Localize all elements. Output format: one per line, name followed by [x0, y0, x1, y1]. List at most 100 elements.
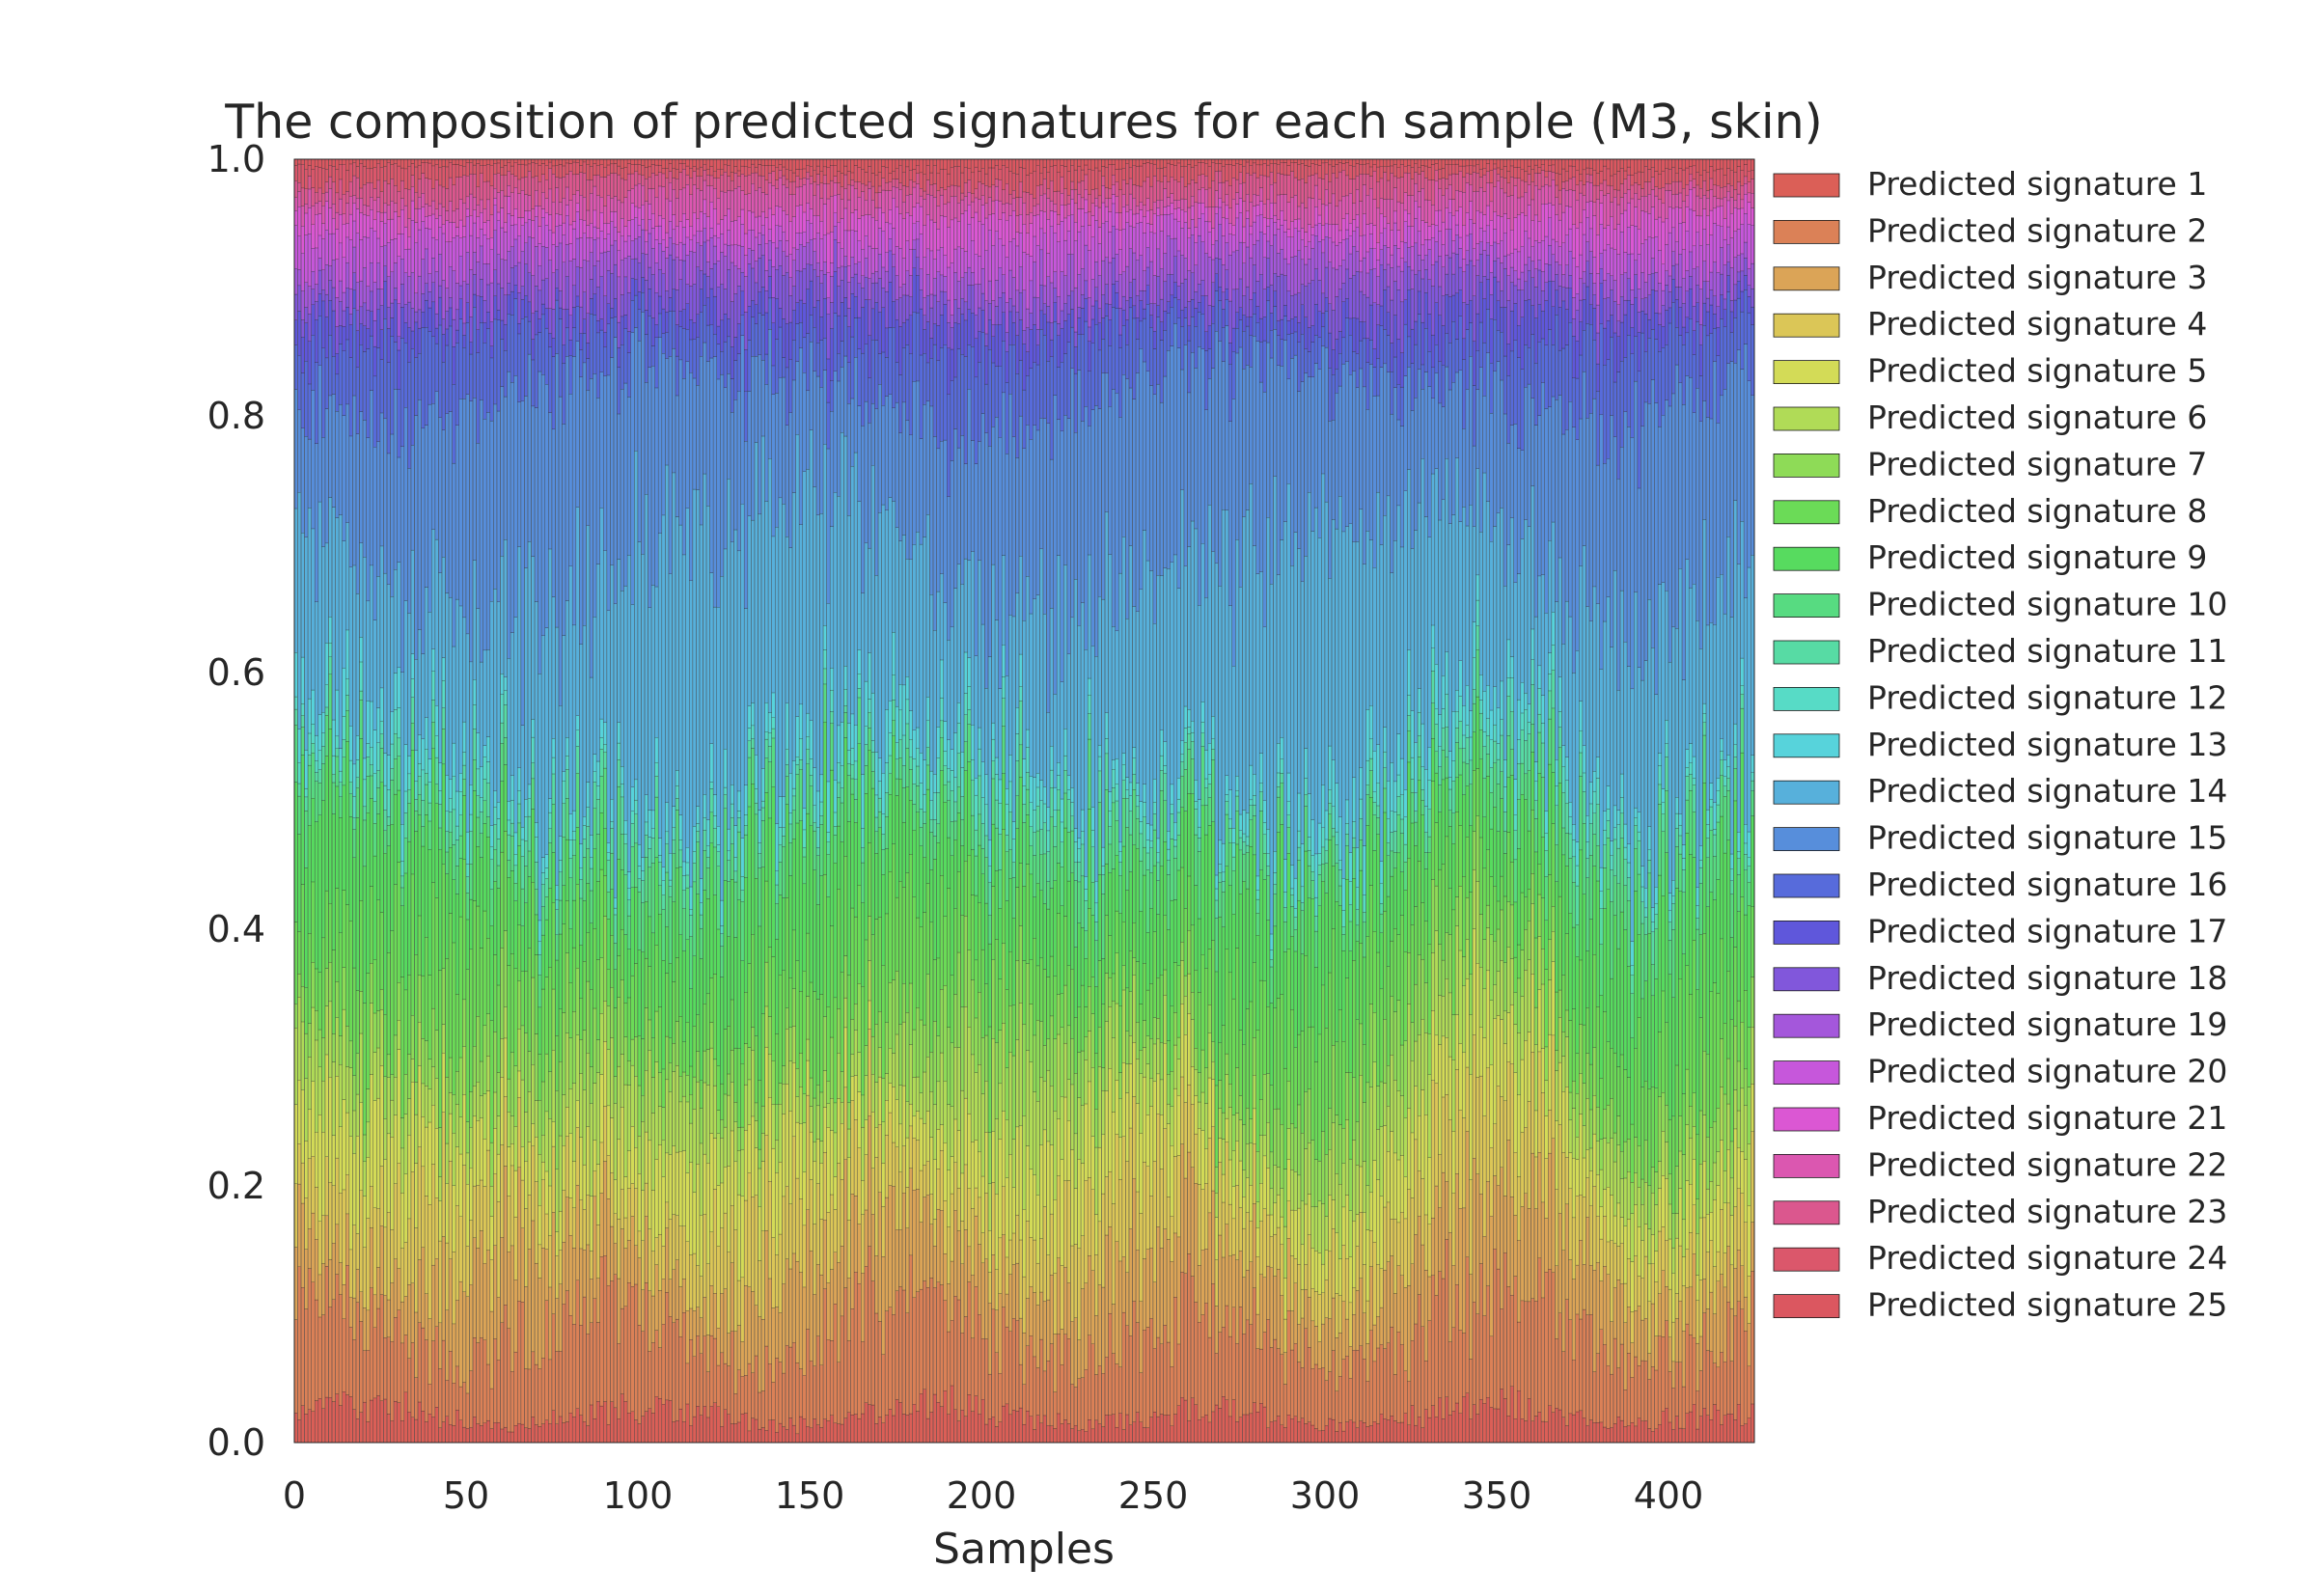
bar-segment [696, 1265, 700, 1307]
bar-segment [434, 313, 439, 329]
bar-segment [630, 1411, 635, 1444]
bar-segment [593, 158, 597, 164]
bar-segment [370, 1003, 373, 1075]
bar-segment [507, 1328, 511, 1433]
bar-segment [400, 905, 404, 977]
bar-segment [486, 238, 490, 264]
bar-segment [782, 357, 786, 378]
bar-segment [568, 1133, 573, 1198]
bar-segment [370, 764, 373, 777]
bar-segment [400, 977, 404, 1118]
bar-segment [685, 862, 690, 876]
bar-segment [469, 269, 473, 317]
bar-segment [764, 243, 769, 271]
bar-segment [472, 759, 477, 791]
bar-segment [885, 290, 889, 329]
bar-segment [366, 215, 371, 238]
bar-segment [689, 936, 693, 989]
bar-segment [520, 888, 525, 926]
bar-segment [397, 256, 401, 304]
bar-segment [723, 1288, 728, 1364]
bar-segment [469, 400, 473, 663]
bar-segment [321, 546, 325, 713]
bar-segment [434, 164, 439, 180]
bar-segment [383, 810, 387, 831]
bar-segment [339, 1035, 343, 1065]
bar-segment [788, 194, 793, 222]
bar-segment [888, 794, 893, 872]
bar-segment [648, 916, 652, 967]
bar-segment [775, 1358, 779, 1433]
bar-segment [386, 1336, 391, 1415]
bar-segment [544, 212, 549, 226]
bar-segment [854, 1030, 858, 1076]
bar-segment [678, 1101, 683, 1152]
bar-segment [531, 1123, 536, 1146]
bar-segment [644, 794, 648, 823]
bar-segment [764, 158, 769, 166]
bar-segment [956, 1230, 961, 1301]
bar-segment [885, 327, 889, 358]
bar-segment [445, 1309, 450, 1381]
bar-segment [758, 1206, 762, 1261]
bar-segment [747, 1172, 752, 1287]
bar-segment [971, 780, 975, 816]
bar-segment [617, 785, 621, 860]
bar-segment [297, 783, 301, 797]
bar-segment [370, 775, 373, 799]
bar-segment [527, 541, 532, 785]
bar-segment [771, 266, 776, 298]
bar-segment [617, 174, 621, 201]
bar-segment [881, 307, 886, 353]
bar-segment [434, 218, 439, 240]
bar-segment [345, 1213, 349, 1266]
bar-segment [940, 875, 944, 990]
bar-segment [909, 769, 913, 801]
bar-segment [682, 950, 686, 1042]
bar-segment [898, 1123, 902, 1172]
bar-segment [778, 177, 783, 207]
bar-segment [782, 184, 786, 211]
bar-segment [761, 225, 765, 235]
bar-segment [933, 323, 937, 345]
bar-segment [641, 229, 645, 254]
bar-segment [909, 1103, 913, 1127]
bar-segment [847, 1278, 851, 1341]
bar-segment [733, 244, 738, 267]
bar-segment [833, 780, 838, 813]
bar-segment [923, 537, 926, 760]
bar-segment [383, 245, 387, 266]
bar-segment [480, 833, 483, 858]
bar-segment [551, 738, 556, 758]
bar-segment [788, 254, 793, 278]
bar-segment [737, 550, 741, 792]
bar-segment [414, 750, 419, 782]
bar-segment [933, 1287, 937, 1395]
bar-segment [888, 394, 893, 498]
bar-segment [593, 1196, 597, 1299]
bar-segment [861, 249, 865, 276]
bar-segment [634, 1076, 638, 1148]
bar-segment [837, 182, 841, 195]
bar-segment [843, 1159, 848, 1288]
bar-segment [861, 592, 865, 775]
bar-segment [723, 749, 728, 788]
bar-segment [771, 214, 776, 243]
bar-segment [699, 914, 703, 929]
bar-segment [324, 968, 329, 1006]
bar-segment [912, 1029, 917, 1078]
bar-segment [950, 380, 954, 461]
bar-segment [672, 901, 676, 982]
bar-segment [535, 601, 538, 823]
bar-segment [538, 1426, 542, 1444]
bar-segment [520, 1423, 525, 1444]
bar-segment [971, 814, 975, 850]
bar-segment [696, 841, 700, 894]
bar-segment [895, 299, 899, 320]
bar-segment [414, 415, 419, 660]
bar-segment [974, 463, 979, 656]
bar-segment [348, 435, 353, 567]
bar-segment [744, 276, 748, 313]
bar-segment [308, 1268, 312, 1410]
bar-segment [668, 573, 673, 854]
